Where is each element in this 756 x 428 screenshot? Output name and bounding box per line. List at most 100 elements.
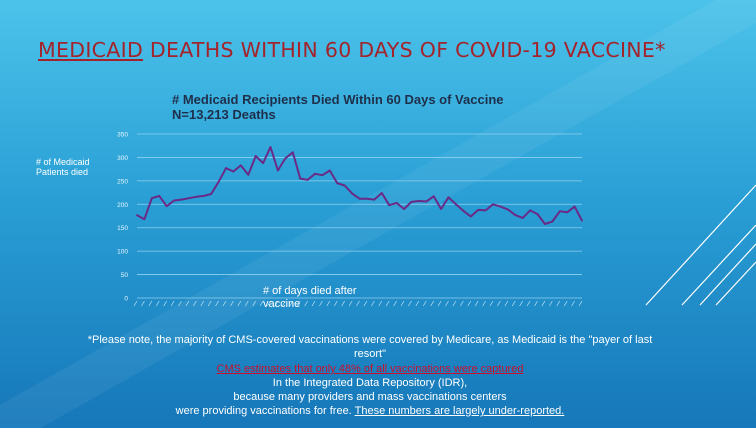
data-point <box>432 195 435 198</box>
x-tick-mark <box>356 300 360 307</box>
data-point <box>299 177 302 180</box>
footnote-under-reported: These numbers are largely under-reported… <box>354 405 565 417</box>
data-point <box>336 182 339 185</box>
x-tick-mark <box>437 300 442 307</box>
x-tick-mark <box>282 300 286 307</box>
x-tick-mark <box>371 300 375 307</box>
x-tick-mark <box>504 300 509 307</box>
data-point <box>388 204 391 207</box>
data-point <box>165 205 168 208</box>
x-tick-mark <box>141 300 145 307</box>
data-point <box>558 210 561 213</box>
x-tick-mark <box>237 300 242 307</box>
x-tick-mark <box>185 300 190 307</box>
data-point <box>521 216 524 219</box>
data-point <box>573 205 576 208</box>
x-tick-mark <box>430 300 434 307</box>
x-tick-mark <box>252 300 256 307</box>
data-point <box>551 220 554 223</box>
data-point <box>395 201 398 204</box>
data-point <box>492 203 494 206</box>
x-tick-mark <box>215 300 219 307</box>
data-point <box>158 194 161 197</box>
data-point <box>536 213 539 216</box>
data-point <box>343 184 346 187</box>
x-tick-mark <box>326 300 331 307</box>
data-point <box>358 197 361 200</box>
x-tick-mark <box>200 300 205 307</box>
corner-stripes-decoration <box>645 184 756 306</box>
x-tick-mark <box>378 300 383 307</box>
footnote-cms-estimate: CMS estimates that only 48% of all vacci… <box>216 363 524 375</box>
x-tick-mark <box>563 300 568 307</box>
x-tick-mark <box>534 300 538 307</box>
data-point <box>306 179 309 181</box>
y-tick-label: 250 <box>117 178 128 185</box>
x-tick-mark <box>511 300 516 307</box>
x-tick-mark <box>519 300 523 307</box>
data-point <box>136 214 138 216</box>
x-tick-mark <box>222 300 227 307</box>
x-tick-mark <box>408 300 412 307</box>
series-line <box>136 146 583 225</box>
data-point <box>269 146 272 149</box>
x-tick-mark <box>304 300 308 307</box>
data-point <box>380 192 383 194</box>
x-tick-mark <box>467 300 472 307</box>
x-tick-mark <box>296 300 301 307</box>
footnote-line-6-plain: were providing vaccinations for free. <box>175 405 355 417</box>
y-tick-label: 100 <box>117 249 128 256</box>
x-tick-mark <box>571 300 575 307</box>
data-point <box>150 197 153 200</box>
data-point <box>484 209 487 212</box>
data-point <box>506 208 509 211</box>
x-tick-mark <box>497 300 501 307</box>
data-point <box>202 194 205 197</box>
x-tick-mark <box>541 300 546 307</box>
data-point <box>373 198 376 201</box>
x-tick-mark <box>267 300 271 307</box>
series-layer <box>136 146 583 225</box>
data-point <box>417 200 420 202</box>
chart-title-line1: # Medicaid Recipients Died Within 60 Day… <box>172 92 504 107</box>
data-point <box>247 173 250 176</box>
data-point <box>499 205 502 208</box>
data-point <box>469 215 472 218</box>
x-tick-mark <box>482 300 486 307</box>
data-point <box>143 218 146 221</box>
data-point <box>254 155 257 157</box>
data-point <box>566 211 569 214</box>
x-tick-mark <box>526 300 531 307</box>
x-tick-mark <box>460 300 464 307</box>
x-tick-mark <box>170 300 175 307</box>
x-tick-mark <box>549 300 553 307</box>
data-point <box>195 195 198 198</box>
x-tick-mark <box>400 300 405 307</box>
x-tick-marks <box>133 300 583 307</box>
data-point <box>239 164 242 167</box>
x-tick-mark <box>148 300 153 307</box>
x-tick-mark <box>163 300 167 307</box>
x-tick-mark <box>474 300 479 307</box>
y-tick-label: 50 <box>121 272 129 279</box>
chart-title: # Medicaid Recipients Died Within 60 Day… <box>172 92 504 122</box>
data-point <box>291 151 294 154</box>
data-point <box>262 162 264 164</box>
x-tick-mark <box>193 300 197 307</box>
footnote-line-2: resort" <box>353 348 387 360</box>
footnote-line-5: because many providers and mass vaccinat… <box>233 391 507 403</box>
data-point <box>232 170 235 173</box>
data-point <box>188 197 190 200</box>
data-point <box>581 219 583 222</box>
x-tick-mark <box>319 300 323 307</box>
x-tick-mark <box>556 300 561 307</box>
data-point <box>462 209 465 212</box>
data-point <box>180 198 183 201</box>
y-axis-label: # of Medicaid Patients died <box>36 157 90 177</box>
x-tick-mark <box>155 300 160 307</box>
x-tick-mark <box>133 300 138 307</box>
data-point <box>210 193 213 195</box>
data-point <box>321 174 324 177</box>
